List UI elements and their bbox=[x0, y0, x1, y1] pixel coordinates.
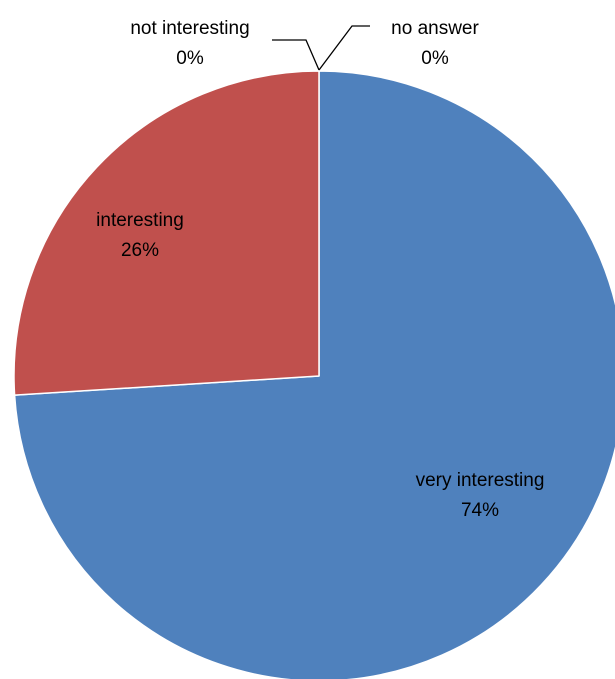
data-label-percent-no-answer: 0% bbox=[421, 48, 449, 69]
data-label-category-interesting: interesting bbox=[96, 210, 184, 231]
data-label-not-interesting: not interesting 0% bbox=[130, 18, 249, 69]
data-label-category-not-interesting: not interesting bbox=[130, 18, 249, 39]
data-label-no-answer: no answer 0% bbox=[391, 18, 479, 69]
data-labels: very interesting 74% interesting 26% not int… bbox=[96, 18, 544, 521]
data-label-percent-interesting: 26% bbox=[121, 240, 159, 261]
pie-slice-interesting bbox=[13, 70, 320, 396]
leader-line-no-answer bbox=[318, 25, 370, 71]
data-label-interesting: interesting 26% bbox=[96, 210, 184, 261]
leader-line-not-interesting bbox=[272, 39, 320, 71]
pie-slices bbox=[13, 70, 615, 679]
data-label-percent-not-interesting: 0% bbox=[176, 48, 204, 69]
data-label-percent-very-interesting: 74% bbox=[461, 500, 499, 521]
pie-slice-very-interesting bbox=[13, 70, 615, 679]
leader-lines bbox=[272, 25, 370, 71]
data-label-category-no-answer: no answer bbox=[391, 18, 479, 39]
data-label-very-interesting: very interesting 74% bbox=[416, 470, 545, 521]
data-label-category-very-interesting: very interesting bbox=[416, 470, 545, 491]
